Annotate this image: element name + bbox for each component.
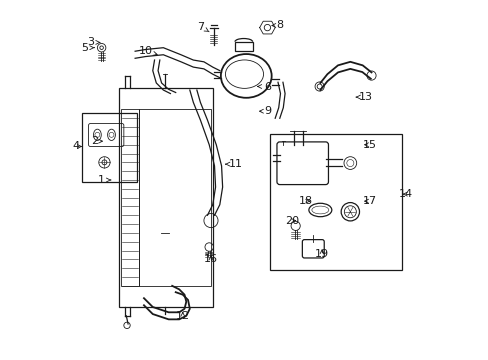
Bar bbox=[121, 109, 139, 286]
Text: 2: 2 bbox=[91, 136, 102, 146]
Bar bbox=[139, 109, 210, 286]
Text: 20: 20 bbox=[285, 216, 299, 226]
Bar bbox=[235, 42, 252, 50]
Bar bbox=[269, 134, 401, 270]
Text: 8: 8 bbox=[271, 21, 283, 31]
Text: 1: 1 bbox=[98, 175, 110, 185]
Text: 12: 12 bbox=[175, 311, 189, 321]
Bar bbox=[81, 113, 137, 182]
Text: 13: 13 bbox=[356, 92, 372, 102]
Text: 15: 15 bbox=[362, 140, 376, 150]
Text: 10: 10 bbox=[139, 46, 157, 56]
Text: 18: 18 bbox=[299, 196, 313, 206]
Text: 3: 3 bbox=[87, 37, 100, 48]
Text: 5: 5 bbox=[81, 43, 94, 53]
Text: 14: 14 bbox=[398, 189, 412, 199]
Text: 19: 19 bbox=[314, 249, 328, 259]
Text: 11: 11 bbox=[225, 159, 242, 169]
Text: 17: 17 bbox=[362, 196, 376, 206]
Text: 4: 4 bbox=[72, 141, 82, 152]
Text: 6: 6 bbox=[257, 81, 270, 91]
Text: 16: 16 bbox=[203, 255, 218, 264]
Text: 7: 7 bbox=[197, 22, 209, 32]
Text: 9: 9 bbox=[259, 106, 270, 116]
Bar bbox=[119, 88, 212, 307]
